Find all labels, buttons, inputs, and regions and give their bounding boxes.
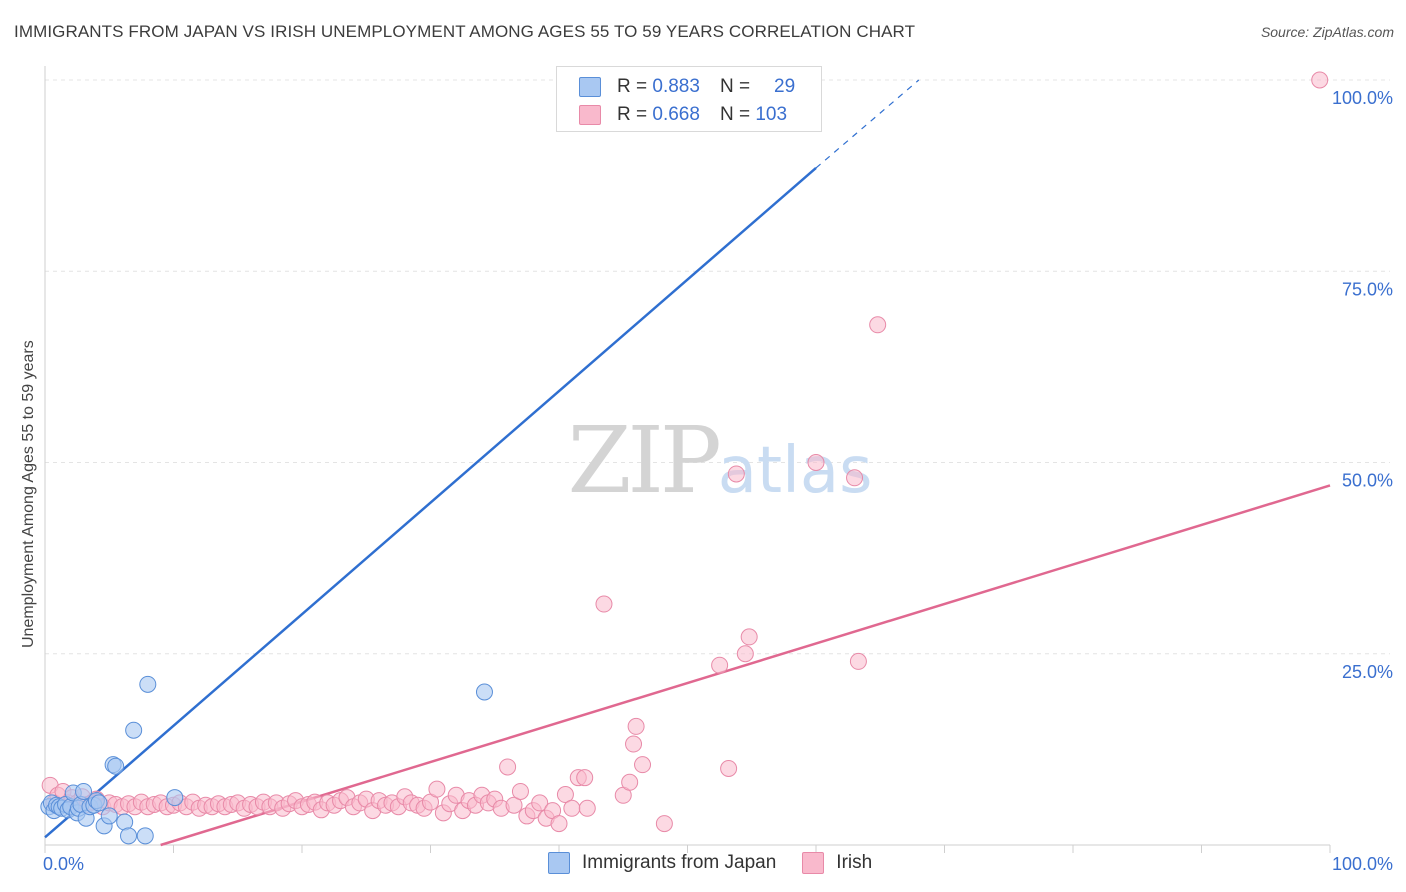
japan-point	[166, 789, 184, 807]
chart-title: IMMIGRANTS FROM JAPAN VS IRISH UNEMPLOYM…	[14, 22, 916, 41]
legend-swatch-irish	[579, 105, 601, 125]
japan-points	[40, 71, 765, 845]
legend-item-irish[interactable]: Irish	[802, 852, 872, 874]
y-tick-label: 25.0%	[1342, 662, 1393, 682]
japan-point	[475, 683, 493, 701]
irish-point	[655, 815, 673, 833]
legend-r-label: R =	[617, 104, 648, 125]
japan-point	[90, 794, 108, 812]
trend-line-japan	[44, 167, 817, 839]
legend-n-value: 103	[755, 104, 788, 125]
japan-point	[120, 827, 138, 845]
irish-point	[807, 454, 825, 471]
y-tick-label: 50.0%	[1342, 471, 1393, 491]
irish-point	[578, 799, 596, 817]
x-tick-label: 100.0%	[1332, 854, 1393, 874]
legend-r-value: 0.883	[652, 76, 700, 97]
irish-point	[727, 465, 745, 483]
trend-line-japan-extension	[815, 79, 920, 169]
irish-point	[531, 794, 549, 812]
tick-labels: 100.0% 75.0% 50.0% 25.0% 0.0% 100.0%	[43, 88, 1393, 874]
irish-point	[621, 773, 639, 791]
irish-point	[711, 656, 729, 674]
irish-point	[736, 645, 754, 663]
irish-point	[869, 316, 887, 334]
source-label: Source: ZipAtlas.com	[1260, 24, 1394, 40]
y-tick-label: 75.0%	[1342, 279, 1393, 299]
legend-label-japan: Immigrants from Japan	[582, 852, 777, 873]
grid	[44, 66, 1390, 853]
irish-point	[550, 815, 568, 833]
irish-point	[849, 652, 867, 670]
irish-point	[563, 799, 581, 817]
legend-swatch-irish	[802, 852, 825, 874]
x-tick-label: 0.0%	[43, 854, 84, 874]
legend-row-japan: R = 0.883 N = 29	[579, 73, 795, 101]
irish-point	[627, 717, 645, 735]
japan-point	[136, 827, 154, 845]
japan-point	[75, 782, 93, 800]
irish-point	[720, 760, 738, 777]
irish-point	[428, 780, 446, 798]
watermark: ZIPatlas	[568, 407, 873, 514]
irish-point	[511, 782, 529, 800]
irish-point	[740, 628, 758, 646]
legend-row-irish: R = 0.668 N = 103	[579, 101, 787, 129]
legend-n-label: N =	[719, 104, 751, 125]
irish-point	[595, 595, 613, 613]
irish-point	[1311, 71, 1329, 89]
irish-point	[556, 786, 574, 804]
legend-swatch-japan	[579, 77, 601, 97]
trend-line-irish	[160, 484, 1331, 847]
irish-point	[576, 769, 594, 787]
irish-point	[505, 796, 523, 814]
japan-point	[139, 675, 157, 693]
legend-n-label: N =	[719, 76, 751, 97]
irish-point	[499, 758, 517, 776]
irish-point	[634, 756, 652, 774]
legend-r-label: R =	[617, 76, 648, 97]
legend-item-japan[interactable]: Immigrants from Japan	[548, 852, 776, 874]
irish-point	[625, 735, 643, 753]
irish-point	[846, 469, 864, 487]
legend-swatch-japan	[548, 852, 570, 874]
trend-lines	[44, 79, 1331, 847]
irish-points	[41, 71, 1329, 833]
japan-point	[100, 807, 118, 825]
japan-point	[107, 757, 125, 775]
y-tick-label: 100.0%	[1332, 88, 1393, 108]
legend-n-value: 29	[774, 76, 796, 97]
legend-label-irish: Irish	[836, 852, 873, 873]
series-legend: Immigrants from Japan Irish	[548, 852, 898, 874]
legend-r-value: 0.668	[652, 104, 700, 125]
correlation-legend: R = 0.883 N = 29 R = 0.668 N = 103	[556, 66, 822, 132]
japan-point	[125, 721, 143, 739]
